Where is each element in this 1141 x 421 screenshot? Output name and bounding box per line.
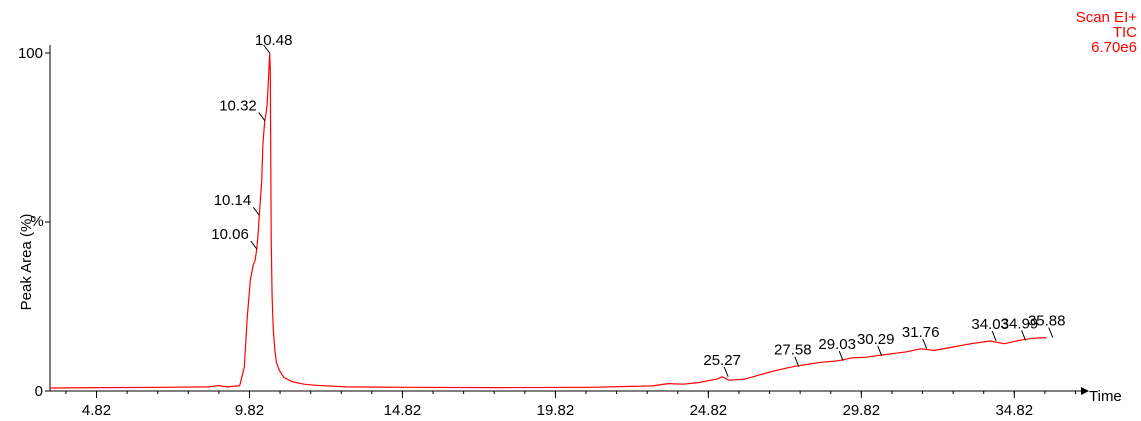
x-tick-label: 4.82 bbox=[82, 402, 111, 419]
peak-leader bbox=[838, 350, 844, 362]
peak-leader bbox=[250, 240, 258, 250]
peak-leader bbox=[258, 112, 266, 121]
peak-leader bbox=[252, 206, 260, 216]
scan-info: Scan EI+ TIC 6.70e6 bbox=[1076, 10, 1137, 55]
y-axis-label: Peak Area (%) bbox=[18, 214, 35, 311]
y-axis-unit: % bbox=[30, 213, 43, 230]
y-tick-label: 100 bbox=[18, 45, 43, 62]
peak-leader bbox=[1048, 327, 1054, 338]
peak-label: 25.27 bbox=[703, 352, 741, 369]
x-tick-label: 29.82 bbox=[843, 402, 881, 419]
x-tick-label: 14.82 bbox=[384, 402, 422, 419]
x-tick-label: 24.82 bbox=[690, 402, 728, 419]
peak-label: 10.32 bbox=[219, 98, 257, 115]
peak-leader bbox=[922, 338, 928, 349]
x-tick-label: 34.82 bbox=[996, 402, 1034, 419]
peak-label: 35.88 bbox=[1028, 313, 1066, 330]
peak-leader bbox=[723, 366, 729, 377]
trace-type: TIC bbox=[1112, 24, 1137, 41]
peak-label: 10.06 bbox=[211, 226, 249, 243]
peak-leader bbox=[263, 44, 271, 54]
x-axis-arrow bbox=[1081, 387, 1089, 395]
peak-leader bbox=[794, 356, 800, 367]
intensity-max: 6.70e6 bbox=[1091, 39, 1137, 56]
peak-leader bbox=[1021, 330, 1026, 341]
peak-leader bbox=[877, 345, 883, 357]
peak-label: 10.48 bbox=[255, 32, 293, 49]
scan-mode: Scan EI+ bbox=[1075, 9, 1137, 26]
x-tick-label: 9.82 bbox=[235, 402, 264, 419]
peak-label: 30.29 bbox=[857, 331, 895, 348]
peak-leader bbox=[991, 330, 997, 342]
y-tick-label: 0 bbox=[35, 383, 43, 400]
peak-label: 27.58 bbox=[774, 342, 812, 359]
peak-label: 29.03 bbox=[818, 336, 856, 353]
peak-label: 31.76 bbox=[902, 324, 940, 341]
tic-trace-line bbox=[49, 52, 1047, 389]
peak-label: 34.03 bbox=[971, 316, 1009, 333]
x-tick-label: 19.82 bbox=[537, 402, 575, 419]
peak-label: 34.99 bbox=[1001, 315, 1039, 332]
x-axis-label: Time bbox=[1089, 388, 1122, 405]
peak-label: 10.14 bbox=[214, 192, 252, 209]
